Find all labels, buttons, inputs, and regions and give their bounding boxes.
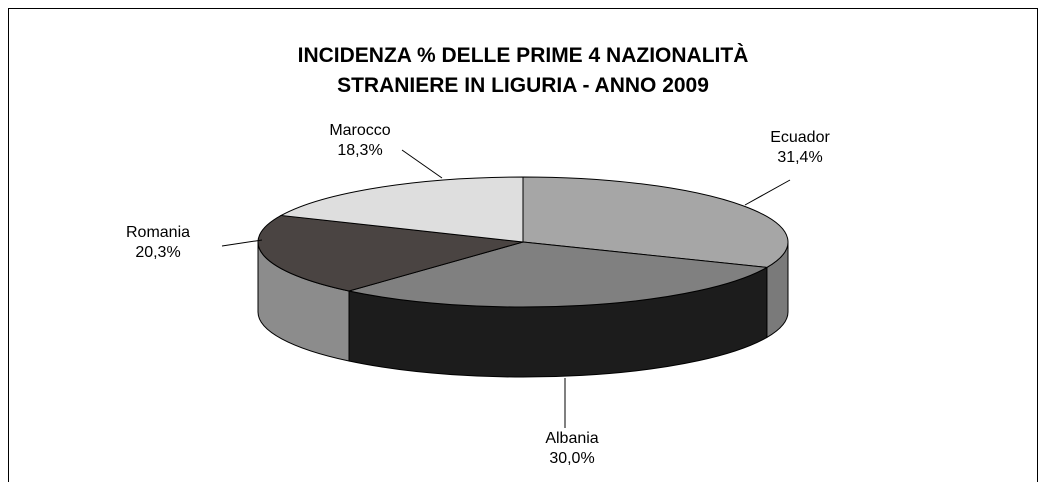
slice-value-label: 20,3% bbox=[135, 244, 180, 261]
slice-label: Marocco bbox=[329, 122, 390, 139]
leader-line bbox=[744, 179, 791, 206]
leader-line bbox=[221, 239, 263, 247]
chart-title: INCIDENZA % DELLE PRIME 4 NAZIONALITÀ bbox=[298, 44, 749, 67]
slice bbox=[522, 176, 789, 268]
slice-label: Albania bbox=[545, 430, 598, 447]
slice-label: Romania bbox=[126, 224, 190, 241]
slice bbox=[279, 176, 524, 243]
slice-value-label: 18,3% bbox=[337, 142, 382, 159]
leader-line bbox=[401, 149, 443, 179]
slice bbox=[257, 214, 524, 292]
slice-label: Ecuador bbox=[770, 129, 830, 146]
slice-value-label: 30,0% bbox=[549, 450, 594, 467]
slice bbox=[348, 241, 769, 308]
slice-value-label: 31,4% bbox=[777, 149, 822, 166]
chart-title: STRANIERE IN LIGURIA - ANNO 2009 bbox=[337, 74, 709, 97]
